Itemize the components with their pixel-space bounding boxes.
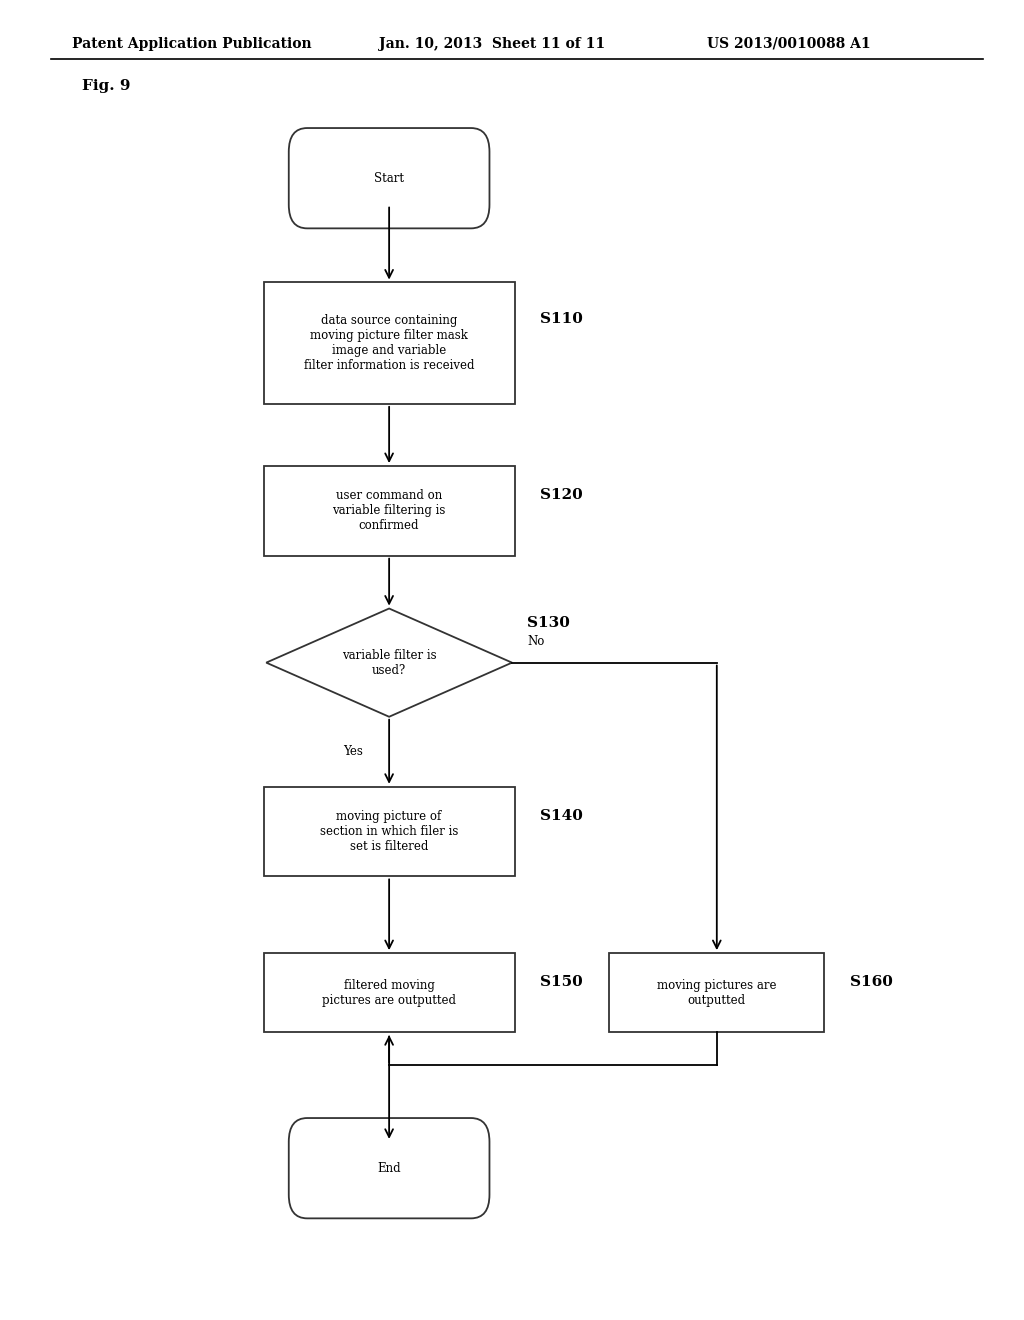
Text: moving pictures are
outputted: moving pictures are outputted [657, 978, 776, 1007]
Text: Yes: Yes [343, 746, 364, 758]
Bar [609, 953, 824, 1032]
FancyBboxPatch shape [289, 128, 489, 228]
Text: Jan. 10, 2013  Sheet 11 of 11: Jan. 10, 2013 Sheet 11 of 11 [379, 37, 605, 51]
Polygon shape [266, 609, 512, 717]
FancyBboxPatch shape [289, 1118, 489, 1218]
Text: S150: S150 [541, 975, 583, 989]
Text: US 2013/0010088 A1: US 2013/0010088 A1 [707, 37, 870, 51]
Text: S140: S140 [541, 809, 583, 822]
Text: moving picture of
section in which filer is
set is filtered: moving picture of section in which filer… [319, 810, 459, 853]
Bar [264, 787, 514, 876]
Text: Fig. 9: Fig. 9 [82, 79, 130, 94]
Text: filtered moving
pictures are outputted: filtered moving pictures are outputted [323, 978, 456, 1007]
Text: End: End [377, 1162, 401, 1175]
Bar [264, 953, 514, 1032]
Text: user command on
variable filtering is
confirmed: user command on variable filtering is co… [333, 490, 445, 532]
Text: S110: S110 [541, 313, 583, 326]
Bar [264, 466, 514, 556]
Text: S160: S160 [850, 975, 893, 989]
Text: Start: Start [374, 172, 404, 185]
Text: variable filter is
used?: variable filter is used? [342, 648, 436, 677]
Text: No: No [527, 635, 545, 648]
Text: S130: S130 [527, 616, 570, 630]
Text: S120: S120 [541, 488, 583, 502]
Bar [264, 282, 514, 404]
Text: data source containing
moving picture filter mask
image and variable
filter info: data source containing moving picture fi… [304, 314, 474, 372]
Text: Patent Application Publication: Patent Application Publication [72, 37, 311, 51]
